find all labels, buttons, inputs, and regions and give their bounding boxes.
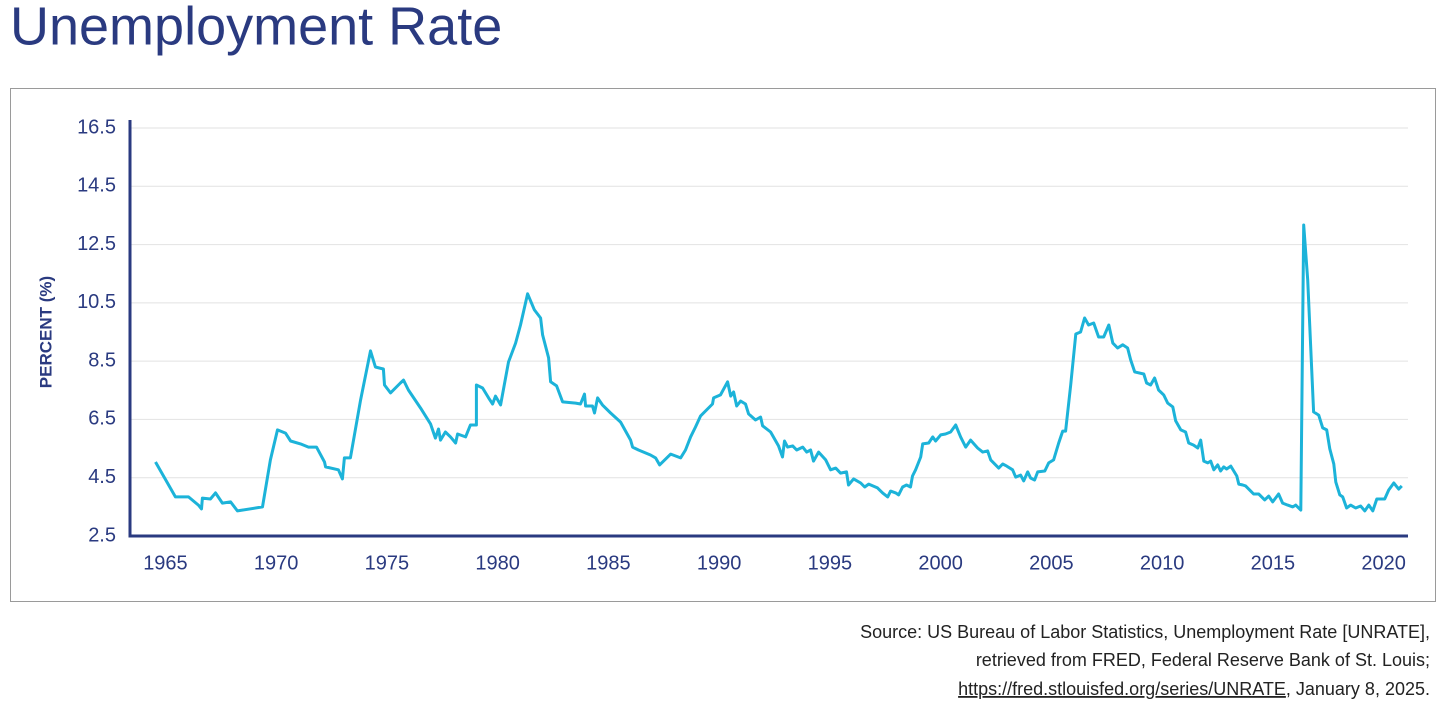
x-tick-label: 1975 [365, 552, 410, 574]
source-text: https://fred.stlouisfed.org/series/UNRAT… [958, 679, 1430, 699]
x-tick-label: 1970 [254, 552, 299, 574]
x-tick-label: 1980 [475, 552, 520, 574]
chart-title: Unemployment Rate [10, 0, 502, 56]
x-tick-label: 2010 [1140, 552, 1185, 574]
y-tick-label: 8.5 [88, 349, 116, 371]
data-line [154, 223, 1403, 513]
y-tick-label: 16.5 [77, 116, 116, 138]
x-tick-label: 2000 [918, 552, 963, 574]
y-tick-label: 4.5 [88, 466, 116, 488]
y-tick-label: 14.5 [77, 175, 116, 197]
x-tick-label: 2015 [1251, 552, 1296, 574]
chart-frame [10, 88, 1436, 602]
x-tick-label: 2020 [1361, 552, 1406, 574]
x-tick-label: 1985 [586, 552, 631, 574]
source-text: Source: US Bureau of Labor Statistics, U… [860, 622, 1430, 642]
y-tick-label: 6.5 [88, 408, 116, 430]
source-link[interactable]: https://fred.stlouisfed.org/series/UNRAT… [958, 679, 1286, 699]
x-tick-label: 2005 [1029, 552, 1074, 574]
y-tick-label: 10.5 [77, 291, 116, 313]
x-tick-label: 1990 [697, 552, 742, 574]
y-axis-label: PERCENT (%) [36, 276, 55, 388]
source-text: retrieved from FRED, Federal Reserve Ban… [976, 650, 1430, 670]
source-date: , January 8, 2025. [1286, 679, 1430, 699]
x-tick-label: 1995 [808, 552, 853, 574]
x-tick-label: 1965 [143, 552, 188, 574]
y-tick-label: 2.5 [88, 524, 116, 546]
y-tick-label: 12.5 [77, 233, 116, 255]
